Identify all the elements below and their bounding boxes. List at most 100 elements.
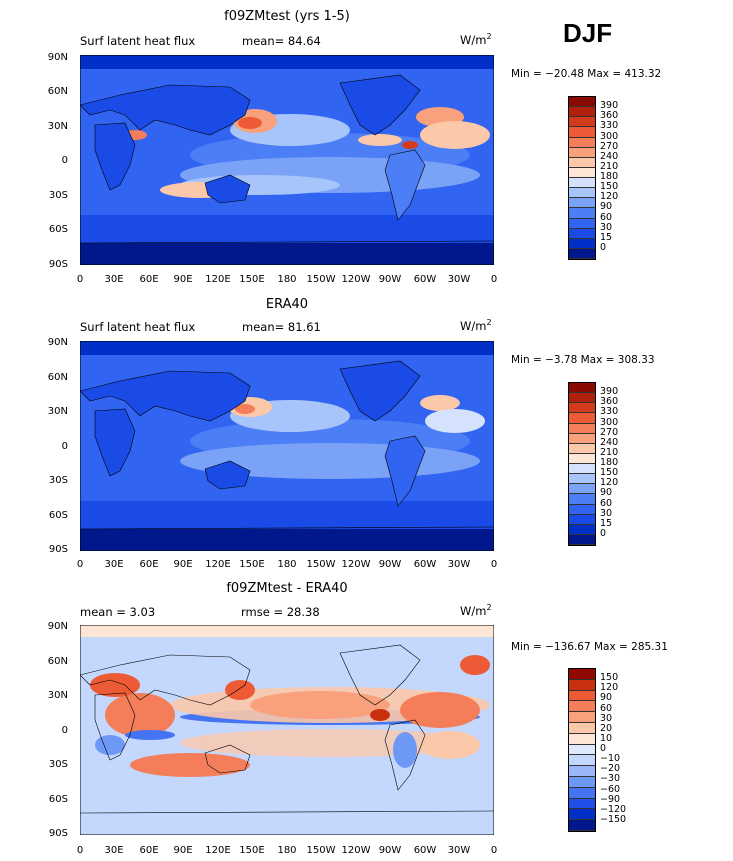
x-tick-label: 0 xyxy=(490,559,498,570)
colorbar-label: 90 xyxy=(600,487,613,499)
x-tick-label: 60E xyxy=(139,559,159,570)
colorbar-swatch xyxy=(569,744,595,756)
colorbar-swatch xyxy=(569,137,595,148)
colorbar xyxy=(568,96,596,260)
x-tick-label: 0 xyxy=(76,559,84,570)
latent-heat-map xyxy=(80,55,494,265)
colorbar-label: −20 xyxy=(600,763,621,775)
colorbar-swatch xyxy=(569,208,595,219)
colorbar-label: 90 xyxy=(600,201,613,213)
y-tick-label: 30N xyxy=(47,690,68,701)
colorbar-label: −150 xyxy=(600,813,627,825)
y-tick-label: 30S xyxy=(48,475,68,486)
mean-label: mean = 3.03 xyxy=(80,605,156,619)
colorbar-swatch xyxy=(569,218,595,229)
colorbar xyxy=(568,668,596,832)
colorbar-label: 0 xyxy=(600,743,607,754)
colorbar-swatch xyxy=(569,167,595,178)
colorbar-label: 15 xyxy=(600,231,613,243)
colorbar-swatch xyxy=(569,504,595,515)
x-tick-label: 0 xyxy=(76,845,84,856)
colorbar-swatch xyxy=(569,248,595,259)
x-tick-label: 150E xyxy=(239,274,265,285)
x-tick-label: 60E xyxy=(139,845,159,856)
colorbar-label: 60 xyxy=(600,497,613,509)
rmse-label: rmse = 28.38 xyxy=(241,605,320,619)
colorbar-swatch xyxy=(569,777,595,788)
colorbar-swatch xyxy=(569,809,595,821)
colorbar-label: −120 xyxy=(600,803,627,815)
colorbar-swatch xyxy=(569,669,595,680)
colorbar-label: 300 xyxy=(600,416,619,428)
colorbar-label: −90 xyxy=(600,793,621,805)
colorbar-swatch xyxy=(569,766,595,777)
colorbar-swatch xyxy=(569,534,595,545)
units-label: W/m2 xyxy=(460,318,492,333)
colorbar-swatch xyxy=(569,820,595,831)
mean-label: mean= 84.64 xyxy=(242,34,321,48)
min-max-label: Min = −20.48 Max = 413.32 xyxy=(511,68,662,80)
colorbar-label: −30 xyxy=(600,773,621,785)
y-tick-label: 0 xyxy=(61,725,68,736)
x-tick-label: 90W xyxy=(378,559,402,570)
y-tick-label: 30S xyxy=(48,759,68,770)
x-tick-label: 0 xyxy=(490,845,498,856)
colorbar-swatch xyxy=(569,443,595,454)
colorbar-swatch xyxy=(569,514,595,525)
colorbar-swatch xyxy=(569,723,595,734)
y-tick-label: 60S xyxy=(48,510,68,521)
colorbar-label: 390 xyxy=(600,100,619,112)
units-label: W/m2 xyxy=(460,603,492,618)
x-tick-label: 90W xyxy=(378,845,402,856)
x-tick-label: 90E xyxy=(173,559,193,570)
y-tick-label: 90N xyxy=(47,52,68,63)
x-tick-label: 30W xyxy=(447,559,471,570)
panel-title: f09ZMtest (yrs 1-5) xyxy=(224,9,350,24)
colorbar-swatch xyxy=(569,733,595,745)
min-max-label: Min = −3.78 Max = 308.33 xyxy=(511,354,655,366)
y-tick-label: 60N xyxy=(47,86,68,97)
colorbar-label: 270 xyxy=(600,140,619,152)
colorbar-swatch xyxy=(569,147,595,158)
colorbar-swatch xyxy=(569,474,595,485)
colorbar-label: 180 xyxy=(600,457,619,468)
x-tick-label: 60W xyxy=(413,845,437,856)
y-tick-label: 90S xyxy=(48,828,68,839)
colorbar-label: 210 xyxy=(600,160,619,172)
colorbar-swatch xyxy=(569,423,595,434)
colorbar xyxy=(568,382,596,546)
min-max-label: Min = −136.67 Max = 285.31 xyxy=(511,641,668,653)
x-tick-label: 90W xyxy=(378,274,402,285)
colorbar-swatch xyxy=(569,97,595,108)
x-tick-label: 120E xyxy=(205,559,231,570)
colorbar-swatch xyxy=(569,433,595,444)
y-tick-label: 90N xyxy=(47,337,68,348)
colorbar-label: 120 xyxy=(600,682,619,694)
colorbar-swatch xyxy=(569,228,595,239)
colorbar-label: −10 xyxy=(600,753,621,765)
colorbar-label: 10 xyxy=(600,732,613,744)
x-tick-label: 30E xyxy=(104,274,124,285)
season-label: DJF xyxy=(563,18,613,48)
colorbar-swatch xyxy=(569,464,595,475)
difference-map xyxy=(80,625,494,835)
colorbar-label: 15 xyxy=(600,517,613,529)
units-label: W/m2 xyxy=(460,32,492,47)
mean-label: mean= 81.61 xyxy=(242,320,321,334)
latent-heat-map xyxy=(80,341,494,551)
colorbar-swatch xyxy=(569,393,595,404)
y-tick-label: 90N xyxy=(47,621,68,632)
colorbar-swatch xyxy=(569,787,595,799)
x-tick-label: 90E xyxy=(173,845,193,856)
x-tick-label: 150W xyxy=(306,845,336,856)
y-tick-label: 90S xyxy=(48,544,68,555)
y-tick-label: 30N xyxy=(47,406,68,417)
y-tick-label: 90S xyxy=(48,259,68,270)
panel-title: ERA40 xyxy=(265,297,309,312)
colorbar-swatch xyxy=(569,484,595,495)
x-tick-label: 120W xyxy=(341,274,371,285)
x-tick-label: 0 xyxy=(76,274,84,285)
colorbar-label: 0 xyxy=(600,241,607,253)
y-tick-label: 30S xyxy=(48,190,68,201)
colorbar-swatch xyxy=(569,712,595,723)
